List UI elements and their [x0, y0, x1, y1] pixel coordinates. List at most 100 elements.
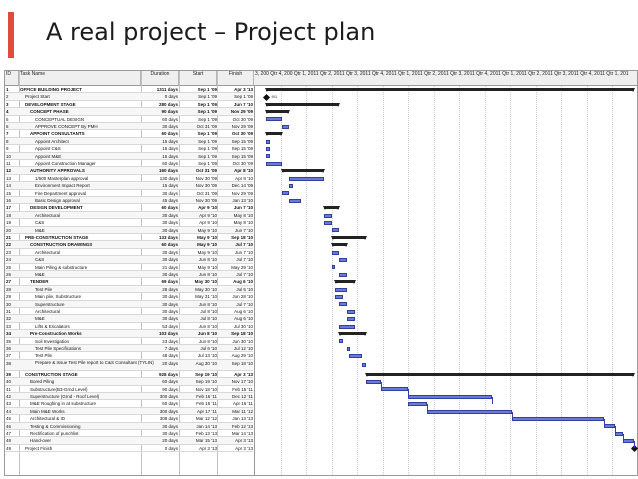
- task-bar[interactable]: [427, 409, 512, 414]
- task-row[interactable]: 7 APPOINT CONSULTANTS 60 days Sep 1 '09 Oct …: [5, 130, 253, 138]
- task-row[interactable]: 10 Appoint M&E 15 days Sep 1 '09 Sep 15 '09: [5, 152, 253, 160]
- milestone-marker[interactable]: [263, 93, 271, 101]
- task-row[interactable]: 14 Environment Impact Report 15 days Nov 30…: [5, 182, 253, 190]
- task-row[interactable]: 31 Architectural 30 days Jul 8 '10 Aug 6 '10: [5, 308, 253, 316]
- task-bar[interactable]: [339, 272, 347, 277]
- task-row[interactable]: 44 Main M&E Works 300 days Apr 17 '11 Mar 11…: [5, 407, 253, 416]
- task-row[interactable]: 26 M&E 30 days Jun 8 '10 Jul 7 '10: [5, 271, 253, 279]
- summary-bar[interactable]: [365, 372, 636, 377]
- header-task-name[interactable]: Task Name: [19, 71, 141, 85]
- summary-bar[interactable]: [265, 109, 291, 114]
- task-row[interactable]: 28 Test Pile 28 days May 30 '10 Jul 5 '10: [5, 285, 253, 294]
- task-row[interactable]: 43 M&E Roughing in at substructure 60 days…: [5, 400, 253, 408]
- summary-bar[interactable]: [322, 206, 341, 211]
- task-bar[interactable]: [281, 191, 290, 196]
- task-row[interactable]: 36 Test Pile Specifications 7 days Jul 6 '1…: [5, 345, 253, 353]
- task-bar[interactable]: [289, 176, 324, 181]
- task-row[interactable]: 15 Fire Department approval 30 days Oct 31 …: [5, 190, 253, 197]
- task-row[interactable]: 38 Prepare & Issue Test Pile report to C&…: [5, 359, 253, 371]
- task-bar[interactable]: [408, 402, 428, 407]
- task-row[interactable]: 34 Pre-Construction Works 103 days Jun 8 '1…: [5, 330, 253, 338]
- task-bar[interactable]: [335, 294, 344, 299]
- task-bar[interactable]: [408, 394, 493, 399]
- task-bar[interactable]: [266, 146, 271, 151]
- task-bar[interactable]: [339, 257, 347, 262]
- summary-bar[interactable]: [280, 169, 326, 174]
- task-row[interactable]: 17 DESIGN DEVELOPMENT 60 days Apr 9 '10 Jun …: [5, 204, 253, 212]
- task-bar[interactable]: [331, 265, 336, 270]
- task-row[interactable]: 13 1/500 Masterplan approval 130 days Nov 3…: [5, 175, 253, 183]
- task-row[interactable]: 49 Project Finish 0 days Apr 3 '13 Apr 3 '13: [5, 445, 253, 453]
- task-row[interactable]: 22 CONSTRUCTION DRAWINGS 60 days May 9 '10 J…: [5, 241, 253, 249]
- task-bar[interactable]: [346, 346, 350, 351]
- task-row[interactable]: 21 PRE-CONSTRUCTION STAGE 133 days May 9 '1…: [5, 234, 253, 242]
- task-row[interactable]: 25 Main Piling & substructure 21 days May 9…: [5, 264, 253, 271]
- task-row[interactable]: 12 AUTHORITY APPROVALS 160 days Oct 31 '09 A…: [5, 167, 253, 175]
- task-bar[interactable]: [339, 302, 347, 307]
- summary-bar[interactable]: [265, 132, 284, 137]
- task-bar[interactable]: [323, 213, 332, 218]
- summary-bar[interactable]: [330, 243, 349, 248]
- task-row[interactable]: 3 DEVELOPMENT STAGE 280 days Sep 1 '09 Jun 7…: [5, 101, 253, 109]
- task-bar[interactable]: [339, 324, 355, 329]
- task-row[interactable]: 6 APPROVE CONCEPT By PMH 30 days Oct 31 '09…: [5, 123, 253, 131]
- task-row[interactable]: 37 Test Pile 48 days Jul 13 '10 Aug 29 '10: [5, 352, 253, 360]
- task-bar[interactable]: [346, 309, 355, 314]
- task-row[interactable]: 33 Lifts & Escalators 53 days Jun 8 '10 Jul …: [5, 323, 253, 331]
- task-row[interactable]: 45 Architectural & ID 308 days Mar 12 '12 Ja…: [5, 415, 253, 423]
- task-row[interactable]: 39 CONSTRUCTION STAGE 928 days Sep 19 '10 Ap…: [5, 371, 253, 379]
- task-bar[interactable]: [289, 198, 301, 203]
- task-bar[interactable]: [339, 339, 344, 344]
- task-bar[interactable]: [622, 439, 635, 444]
- task-bar[interactable]: [323, 220, 332, 225]
- task-row[interactable]: 24 C&S 30 days Jun 8 '10 Jul 7 '10: [5, 256, 253, 264]
- task-row[interactable]: 29 Main pile, Substructure 30 days May 31 '…: [5, 293, 253, 301]
- task-bar[interactable]: [615, 431, 623, 436]
- task-bar[interactable]: [346, 317, 355, 322]
- task-bar[interactable]: [511, 416, 604, 421]
- task-row[interactable]: 5 CONCEPTUAL DESIGN 60 days Sep 1 '09 Oct 30…: [5, 116, 253, 123]
- task-row[interactable]: 4 CONCEPT PHASE 90 days Sep 1 '09 Nov 29 '09: [5, 108, 253, 116]
- task-bar[interactable]: [381, 387, 409, 392]
- task-row[interactable]: 41 Substructure(B3-Grnd Level) 90 days Nov …: [5, 386, 253, 393]
- task-row[interactable]: 23 Architectural 30 days May 9 '10 Jun 7 '10: [5, 249, 253, 257]
- task-row[interactable]: 32 M&E 30 days Jul 8 '10 Aug 6 '10: [5, 315, 253, 323]
- header-start[interactable]: Start: [179, 71, 217, 85]
- task-bar[interactable]: [266, 154, 271, 159]
- task-bar[interactable]: [266, 139, 271, 144]
- task-row[interactable]: 1 OFFICE BUILDING PROJECT 1311 days Sep 1 '…: [5, 86, 253, 94]
- header-duration[interactable]: Duration: [141, 71, 179, 85]
- task-bar[interactable]: [348, 354, 363, 359]
- summary-bar[interactable]: [330, 235, 368, 240]
- task-row[interactable]: 9 Appoint C&S 15 days Sep 1 '09 Sep 15 '09: [5, 145, 253, 153]
- task-bar[interactable]: [362, 363, 367, 368]
- header-finish[interactable]: Finish: [217, 71, 254, 85]
- task-row[interactable]: 16 Basic Design approval 45 days Nov 30 '09…: [5, 197, 253, 205]
- summary-bar[interactable]: [265, 87, 635, 92]
- task-row[interactable]: 20 M&E 30 days May 9 '10 Jun 7 '10: [5, 226, 253, 234]
- task-bar[interactable]: [331, 228, 340, 233]
- task-row[interactable]: 46 Testing & Commissioning 30 days Jan 14 '…: [5, 422, 253, 430]
- task-row[interactable]: 27 TENDER 69 days May 30 '10 Aug 6 '10: [5, 278, 253, 286]
- task-row[interactable]: 40 Bored Piling 60 days Sep 19 '10 Nov 17 '1…: [5, 378, 253, 386]
- task-row[interactable]: 47 Rectification of punchlist 30 days Feb 1…: [5, 430, 253, 438]
- summary-bar[interactable]: [265, 102, 341, 107]
- task-row[interactable]: 8 Appoint Architect 15 days Sep 1 '09 Sep 15…: [5, 137, 253, 146]
- summary-bar[interactable]: [334, 280, 356, 285]
- task-bar[interactable]: [289, 183, 294, 188]
- task-row[interactable]: 19 C&S 30 days Apr 9 '10 May 8 '10: [5, 219, 253, 227]
- task-row[interactable]: 18 Architectural 30 days Apr 9 '10 May 8 '10: [5, 211, 253, 220]
- task-bar[interactable]: [281, 124, 290, 129]
- task-bar[interactable]: [603, 424, 615, 429]
- task-row[interactable]: 42 Superstructure (Grnd - Roof Level) 300 …: [5, 393, 253, 401]
- task-row[interactable]: 35 Soil Investigation 23 days Jun 8 '10 Jun …: [5, 338, 253, 345]
- task-row[interactable]: 48 Hand-over 20 days Mar 15 '13 Apr 3 '13: [5, 437, 253, 445]
- task-bar[interactable]: [266, 161, 282, 166]
- header-id[interactable]: ID: [5, 71, 19, 85]
- task-bar[interactable]: [266, 117, 282, 122]
- task-row[interactable]: 2 Project Start 0 days Sep 1 '09 Sep 1 '09: [5, 93, 253, 101]
- task-bar[interactable]: [331, 250, 340, 255]
- task-bar[interactable]: [335, 287, 347, 292]
- task-row[interactable]: 11 Appoint Construction Manager 60 days Sep…: [5, 160, 253, 168]
- summary-bar[interactable]: [338, 331, 367, 336]
